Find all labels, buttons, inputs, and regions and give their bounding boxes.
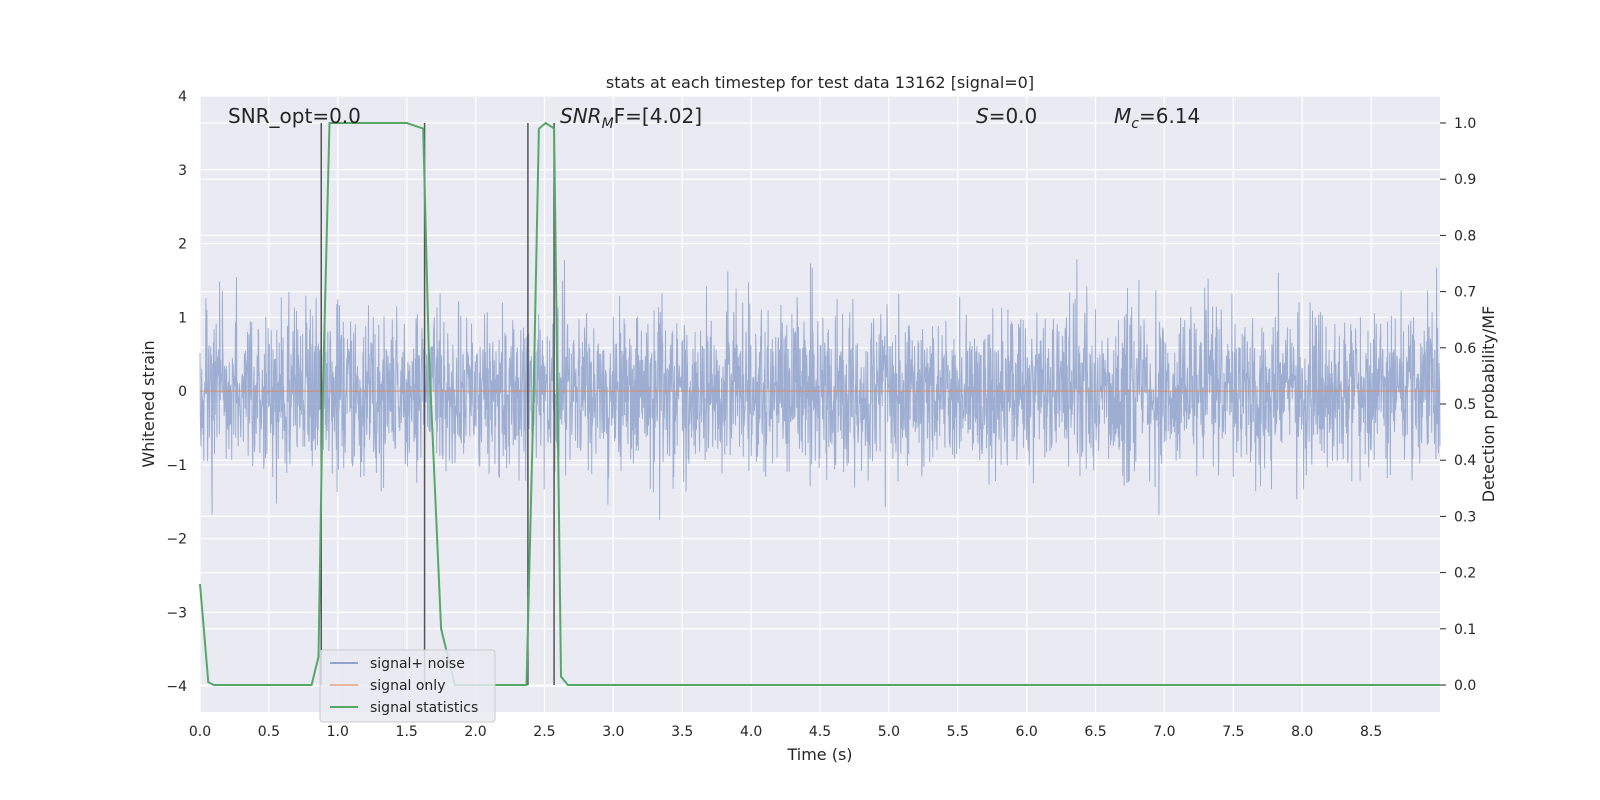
x-tick-label: 5.5 bbox=[947, 724, 969, 740]
x-tick-label: 7.5 bbox=[1222, 724, 1244, 740]
x-tick-label: 6.5 bbox=[1084, 724, 1106, 740]
y2-axis-label: Detection probability/MF bbox=[1479, 306, 1498, 503]
x-tick-label: 1.0 bbox=[327, 724, 349, 740]
x-axis-label: Time (s) bbox=[786, 745, 852, 764]
x-tick-label: 8.0 bbox=[1291, 724, 1313, 740]
x-tick-label: 0.0 bbox=[189, 724, 211, 740]
y2-tick-label: 0.7 bbox=[1454, 285, 1476, 301]
y-tick-label: −4 bbox=[166, 679, 187, 695]
annotation-mc: Mc=6.14 bbox=[1114, 104, 1200, 132]
annotation-snr-mf: SNRMF=[4.02] bbox=[560, 104, 702, 132]
annotation-s-symbol: S bbox=[976, 104, 989, 128]
x-tick-label: 3.5 bbox=[671, 724, 693, 740]
y-tick-label: −2 bbox=[166, 532, 187, 548]
x-tick-label: 4.5 bbox=[809, 724, 831, 740]
x-tick-label: 8.5 bbox=[1360, 724, 1382, 740]
annotation-snr-mf-value: F=[4.02] bbox=[614, 104, 702, 128]
x-tick-label: 5.0 bbox=[878, 724, 900, 740]
y-tick-label: 4 bbox=[178, 89, 187, 105]
annotation-mc-symbol: M bbox=[1114, 104, 1131, 128]
x-tick-label: 4.0 bbox=[740, 724, 762, 740]
x-tick-label: 3.0 bbox=[602, 724, 624, 740]
y-tick-label: 0 bbox=[178, 384, 187, 400]
y2-tick-label: 0.6 bbox=[1454, 341, 1476, 357]
signal-statistics-line bbox=[199, 121, 1440, 686]
y2-tick-label: 0.4 bbox=[1454, 453, 1476, 469]
annotation-snr-mf-subscript: M bbox=[602, 116, 614, 132]
y-tick-label: −3 bbox=[166, 605, 187, 621]
y2-tick-labels: 1.0 0.9 0.8 0.7 0.6 0.5 0.4 0.3 0.2 0.1 0.0 bbox=[1440, 116, 1476, 694]
annotation-mc-subscript: c bbox=[1131, 116, 1139, 132]
y-tick-label: 2 bbox=[178, 237, 187, 253]
x-tick-label: 7.0 bbox=[1153, 724, 1175, 740]
legend: signal+ noise signal only signal statist… bbox=[319, 649, 496, 723]
legend-label-signal-statistics: signal statistics bbox=[370, 700, 478, 716]
annotation-mc-value: =6.14 bbox=[1139, 104, 1200, 128]
x-tick-label: 0.5 bbox=[258, 724, 280, 740]
y-axis-label: Whitened strain bbox=[139, 340, 158, 467]
y2-tick-label: 0.2 bbox=[1454, 566, 1476, 582]
y2-tick-label: 1.0 bbox=[1454, 116, 1476, 132]
series-signal-statistics bbox=[199, 121, 1440, 686]
y-tick-label: −1 bbox=[166, 458, 187, 474]
annotation-s: S=0.0 bbox=[976, 104, 1037, 128]
y2-tick-label: 0.3 bbox=[1454, 509, 1476, 525]
annotation-snr-opt: SNR_opt=0.0 bbox=[228, 104, 361, 128]
noise-line bbox=[199, 259, 1441, 520]
y2-tick-label: 0.8 bbox=[1454, 228, 1476, 244]
annotation-s-value: =0.0 bbox=[989, 104, 1038, 128]
x-tick-label: 2.0 bbox=[464, 724, 486, 740]
y2-tick-label: 0.0 bbox=[1454, 678, 1476, 694]
series-signal-plus-noise bbox=[199, 259, 1441, 520]
legend-label-signal-only: signal only bbox=[370, 678, 445, 694]
y-tick-labels: 4 3 2 1 0 −1 −2 −3 −4 bbox=[166, 89, 187, 695]
annotation-snr-mf-symbol: SNR bbox=[560, 104, 602, 128]
x-tick-label: 6.0 bbox=[1016, 724, 1038, 740]
x-tick-label: 1.5 bbox=[396, 724, 418, 740]
chart-title: stats at each timestep for test data 131… bbox=[606, 73, 1034, 92]
x-tick-labels: 0.0 0.5 1.0 1.5 2.0 2.5 3.0 3.5 4.0 4.5 5.0 5.5 6.0 6… bbox=[189, 724, 1382, 740]
y2-tick-label: 0.9 bbox=[1454, 172, 1476, 188]
y-tick-label: 1 bbox=[178, 310, 187, 326]
y2-tick-label: 0.1 bbox=[1454, 622, 1476, 638]
x-tick-label: 2.5 bbox=[533, 724, 555, 740]
y2-tick-label: 0.5 bbox=[1454, 397, 1476, 413]
legend-label-signal-plus-noise: signal+ noise bbox=[370, 656, 465, 672]
legend-box bbox=[319, 649, 496, 723]
y-tick-label: 3 bbox=[178, 163, 187, 179]
